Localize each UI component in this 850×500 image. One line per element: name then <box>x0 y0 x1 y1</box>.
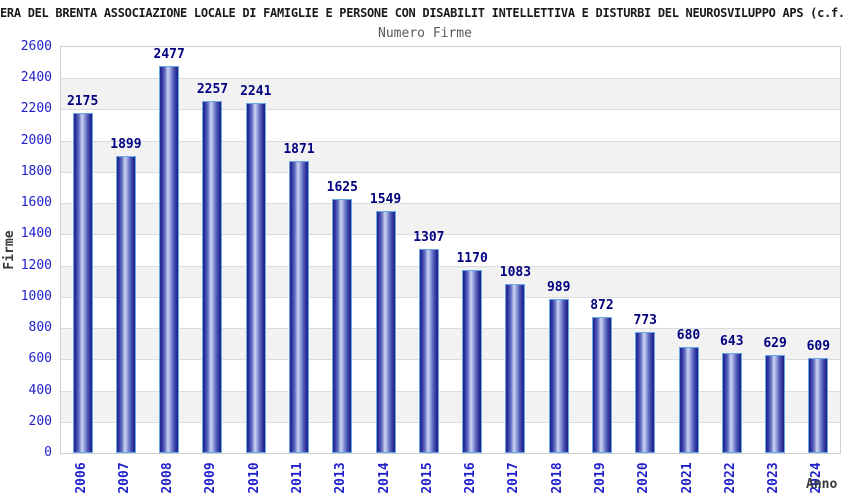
x-tick-label-2021: 2021 <box>679 462 695 494</box>
y-tick-label: 1200 <box>20 257 52 273</box>
grid-band <box>61 359 840 390</box>
bar-value-label: 989 <box>546 280 571 295</box>
bar-2007 <box>115 156 136 453</box>
grid-band <box>61 171 840 203</box>
bar-2023 <box>765 355 786 453</box>
bar-2014 <box>375 211 396 453</box>
x-tick-label-2009: 2009 <box>203 462 219 494</box>
bar-value-label: 1871 <box>283 142 315 157</box>
x-tick-label-2019: 2019 <box>592 462 608 494</box>
bar-2018 <box>548 299 569 453</box>
y-tick-label: 1000 <box>20 288 52 304</box>
bar-value-label: 1170 <box>456 251 488 266</box>
x-tick-label-2008: 2008 <box>160 462 176 494</box>
bar-2016 <box>462 270 483 453</box>
bar-value-label: 1899 <box>110 137 142 152</box>
y-tick-label: 2200 <box>20 101 52 117</box>
x-tick-label-2010: 2010 <box>246 462 262 494</box>
x-tick-label-2018: 2018 <box>549 462 565 494</box>
plot-area: 2175 1899 2477 2257 2241 1871 1625 1549 1307 1170… <box>60 46 841 454</box>
bar-2017 <box>505 284 526 453</box>
x-tick-label-2023: 2023 <box>766 462 782 494</box>
x-tick-label-2013: 2013 <box>333 462 349 494</box>
grid-band <box>61 421 840 453</box>
bar-value-label: 1549 <box>369 192 402 207</box>
y-tick-label: 1600 <box>20 195 52 211</box>
bar-2009 <box>202 101 223 453</box>
y-tick-label: 400 <box>28 382 52 398</box>
bar-value-label: 2477 <box>153 47 185 62</box>
bar-value-label: 773 <box>633 313 657 328</box>
chart-subtitle: Numero Firme <box>378 26 472 41</box>
y-axis-title: Firme <box>2 230 17 270</box>
y-tick-label: 2400 <box>20 70 52 86</box>
bar-value-label: 2241 <box>240 84 272 99</box>
x-tick-label-2017: 2017 <box>506 462 522 494</box>
grid-band <box>61 265 840 297</box>
grid-band <box>61 296 840 328</box>
bar-2013 <box>332 199 353 453</box>
x-tick-label-2020: 2020 <box>636 462 652 494</box>
bar-value-label: 872 <box>590 298 614 313</box>
y-tick-label: 2000 <box>20 132 52 148</box>
bar-2008 <box>159 66 180 453</box>
bar-value-label: 1083 <box>499 265 532 280</box>
bar-value-label: 2175 <box>66 94 99 109</box>
x-tick-label-2014: 2014 <box>376 462 392 494</box>
grid-band <box>61 234 840 265</box>
grid-band <box>61 140 840 172</box>
y-tick-label: 0 <box>44 445 52 460</box>
x-tick-label-2006: 2006 <box>73 462 89 494</box>
x-tick-label-2015: 2015 <box>419 462 435 494</box>
bar-value-label: 1625 <box>326 180 358 195</box>
bar-2015 <box>418 249 439 453</box>
bar-2019 <box>591 317 612 453</box>
bar-value-label: 609 <box>806 339 831 354</box>
x-tick-label-2011: 2011 <box>290 462 306 494</box>
chart-title: ERA DEL BRENTA ASSOCIAZIONE LOCALE DI FA… <box>0 6 845 20</box>
grid-band <box>61 390 840 422</box>
bar-2010 <box>245 103 266 453</box>
x-tick-label-2016: 2016 <box>463 462 479 494</box>
x-tick-label-2007: 2007 <box>116 462 132 494</box>
grid-band <box>61 78 840 110</box>
bar-value-label: 643 <box>720 334 744 349</box>
x-tick-label-2022: 2022 <box>722 462 738 494</box>
y-tick-label: 1800 <box>20 163 52 179</box>
bar-value-label: 1307 <box>413 230 445 245</box>
y-tick-label: 800 <box>28 320 52 336</box>
y-tick-label: 200 <box>28 413 52 429</box>
bar-value-label: 2257 <box>196 82 229 97</box>
bar-2006 <box>72 113 93 453</box>
y-tick-label: 1400 <box>20 226 52 242</box>
bar-value-label: 680 <box>676 328 701 343</box>
bar-value-label: 629 <box>763 336 787 351</box>
grid-band <box>61 109 840 140</box>
x-axis-title: Anno <box>806 477 838 492</box>
bar-2024 <box>808 358 829 453</box>
bar-2022 <box>721 353 742 453</box>
y-tick-label: 600 <box>28 351 52 367</box>
y-tick-label: 2600 <box>20 39 52 54</box>
grid-band <box>61 203 840 235</box>
bar-2011 <box>289 161 310 453</box>
grid-band <box>61 328 840 360</box>
bar-2021 <box>678 347 699 453</box>
bar-2020 <box>635 332 656 453</box>
